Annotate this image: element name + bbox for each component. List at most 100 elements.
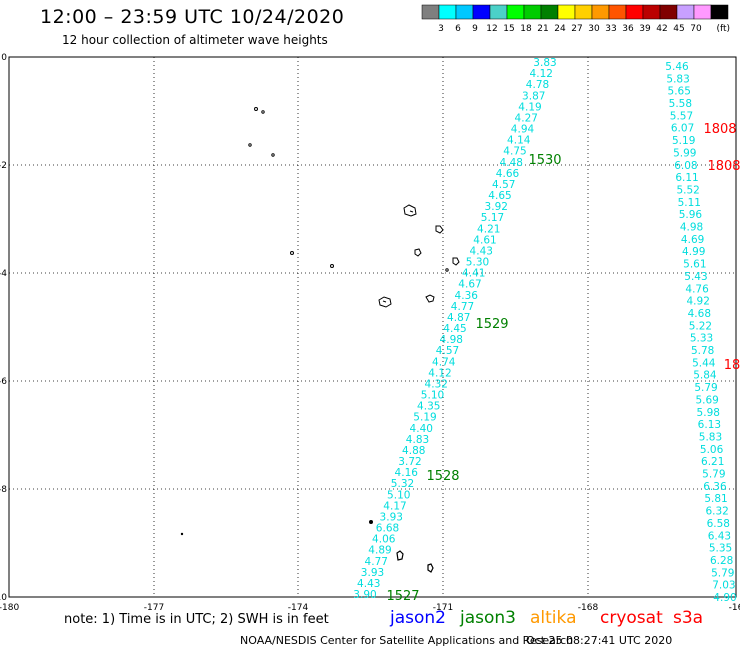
- credit-line: NOAA/NESDIS Center for Satellite Applica…: [240, 634, 574, 647]
- wave-height-value: 4.67: [458, 279, 481, 291]
- wave-height-value: 4.77: [365, 556, 388, 568]
- wave-height-value: 4.89: [368, 545, 391, 557]
- wave-height-value: 4.43: [357, 578, 380, 590]
- satellite-legend-jason2: jason2: [390, 608, 446, 628]
- wave-height-value: 4.32: [425, 378, 448, 390]
- wave-height-value: 3.83: [533, 57, 556, 69]
- wave-height-value: 4.43: [470, 245, 493, 257]
- colorbar-label: 12: [486, 24, 497, 34]
- wave-height-value: 6.68: [376, 523, 399, 535]
- island: [254, 107, 258, 111]
- x-tick-label: -171: [433, 603, 453, 613]
- wave-height-value: 4.12: [530, 68, 553, 80]
- wave-height-value: 4.74: [432, 356, 456, 368]
- wave-height-value: 6.08: [674, 160, 697, 172]
- wave-height-value: 4.45: [443, 323, 466, 335]
- wave-height-value: 4.75: [503, 146, 526, 158]
- pass-time-label: 1808: [707, 159, 740, 174]
- island: [369, 520, 373, 524]
- wave-height-value: 3.87: [522, 90, 545, 102]
- colorbar-swatch: [472, 4, 491, 20]
- wave-height-value: 4.35: [417, 401, 440, 413]
- wave-height-value: 5.98: [697, 407, 720, 419]
- colorbar-swatch: [506, 4, 525, 20]
- wave-height-value: 4.94: [511, 124, 535, 136]
- wave-height-value: 5.30: [466, 257, 489, 269]
- wave-height-value: 5.32: [391, 478, 414, 490]
- colorbar-label: 9: [472, 24, 478, 34]
- satellite-legend-jason3: jason3: [460, 608, 516, 628]
- wave-height-value: 6.28: [710, 555, 733, 567]
- wave-height-value: 5.19: [672, 135, 695, 147]
- wave-height-value: 4.19: [518, 101, 541, 113]
- wave-height-value: 4.87: [447, 312, 470, 324]
- wave-height-value: 4.41: [462, 268, 485, 280]
- colorbar-unit: (ft): [716, 24, 730, 34]
- colorbar-swatch: [438, 4, 457, 20]
- colorbar-swatch: [540, 4, 559, 20]
- wave-height-value: 5.58: [669, 98, 692, 110]
- pass-time-label: 1528: [426, 469, 459, 484]
- wave-height-value: 5.57: [670, 110, 693, 122]
- x-tick-label: -180: [0, 603, 19, 613]
- colorbar-swatch: [659, 4, 678, 20]
- island: [452, 257, 460, 266]
- wave-height-value: 4.48: [500, 157, 523, 169]
- colorbar-label: 3: [438, 24, 444, 34]
- island: [330, 264, 334, 268]
- wave-height-value: 5.84: [693, 370, 717, 382]
- page-title: 12:00 – 23:59 UTC 10/24/2020: [40, 6, 345, 28]
- wave-height-value: 5.65: [668, 86, 691, 98]
- wave-height-value: 4.76: [685, 283, 709, 295]
- wave-height-value: 3.72: [398, 456, 421, 468]
- colorbar-label: 18: [520, 24, 532, 34]
- colorbar-swatch: [642, 4, 661, 20]
- wave-height-value: 3.90: [353, 589, 376, 601]
- colorbar-label: 21: [537, 24, 548, 34]
- colorbar: 3 6 9 12 15 18 21 24 27 30 33 36 39 42 45 70 (ft): [421, 4, 730, 34]
- wave-height-value: 6.58: [707, 518, 730, 530]
- island: [425, 294, 435, 303]
- island: [271, 153, 275, 157]
- colorbar-label: 30: [588, 24, 600, 34]
- island: [378, 296, 392, 308]
- wave-height-value: 5.33: [690, 333, 713, 345]
- wave-height-value: 5.17: [481, 212, 504, 224]
- jason3-track-values: 3.834.124.783.874.194.274.944.144.754.48…: [353, 57, 556, 601]
- wave-height-value: 5.61: [683, 259, 706, 271]
- y-tick-label: -2: [0, 161, 7, 171]
- satellite-legend-cryosat: cryosat: [600, 608, 663, 628]
- wave-height-value: 5.10: [387, 489, 410, 501]
- colorbar-label: 15: [503, 24, 514, 34]
- pass-time-label: 1530: [528, 153, 561, 168]
- wave-height-value: 5.52: [676, 184, 699, 196]
- colorbar-label: 33: [605, 24, 616, 34]
- colorbar-swatch: [523, 4, 542, 20]
- island: [445, 268, 449, 272]
- wave-height-value: 4.68: [688, 308, 711, 320]
- wave-height-value: 4.14: [507, 135, 531, 147]
- x-tick-label: -177: [144, 603, 164, 613]
- wave-height-value: 4.88: [402, 445, 425, 457]
- wave-height-value: 5.19: [413, 412, 436, 424]
- wave-height-value: 6.07: [671, 123, 694, 135]
- right-track-values: 5.465.835.655.585.576.075.195.996.086.11…: [665, 61, 736, 604]
- wave-height-value: 4.65: [488, 190, 511, 202]
- wave-height-value: 5.46: [665, 61, 689, 73]
- x-tick-label: -174: [288, 603, 309, 613]
- wave-height-value: 4.66: [496, 168, 520, 180]
- colorbar-label: 27: [571, 24, 582, 34]
- wave-height-value: 5.44: [692, 357, 716, 369]
- wave-height-value: 5.99: [673, 147, 696, 159]
- colorbar-label: 24: [554, 24, 566, 34]
- colorbar-swatch: [693, 4, 712, 20]
- wave-height-value: 5.79: [711, 567, 734, 579]
- wave-height-value: 6.13: [698, 419, 721, 431]
- wave-height-value: 5.35: [709, 543, 732, 555]
- wave-height-value: 5.10: [421, 390, 444, 402]
- wave-height-value: 4.98: [440, 334, 463, 346]
- generation-timestamp: Oct 25 08:27:41 UTC 2020: [526, 634, 673, 647]
- wave-height-value: 6.43: [708, 530, 731, 542]
- colorbar-swatch: [676, 4, 695, 20]
